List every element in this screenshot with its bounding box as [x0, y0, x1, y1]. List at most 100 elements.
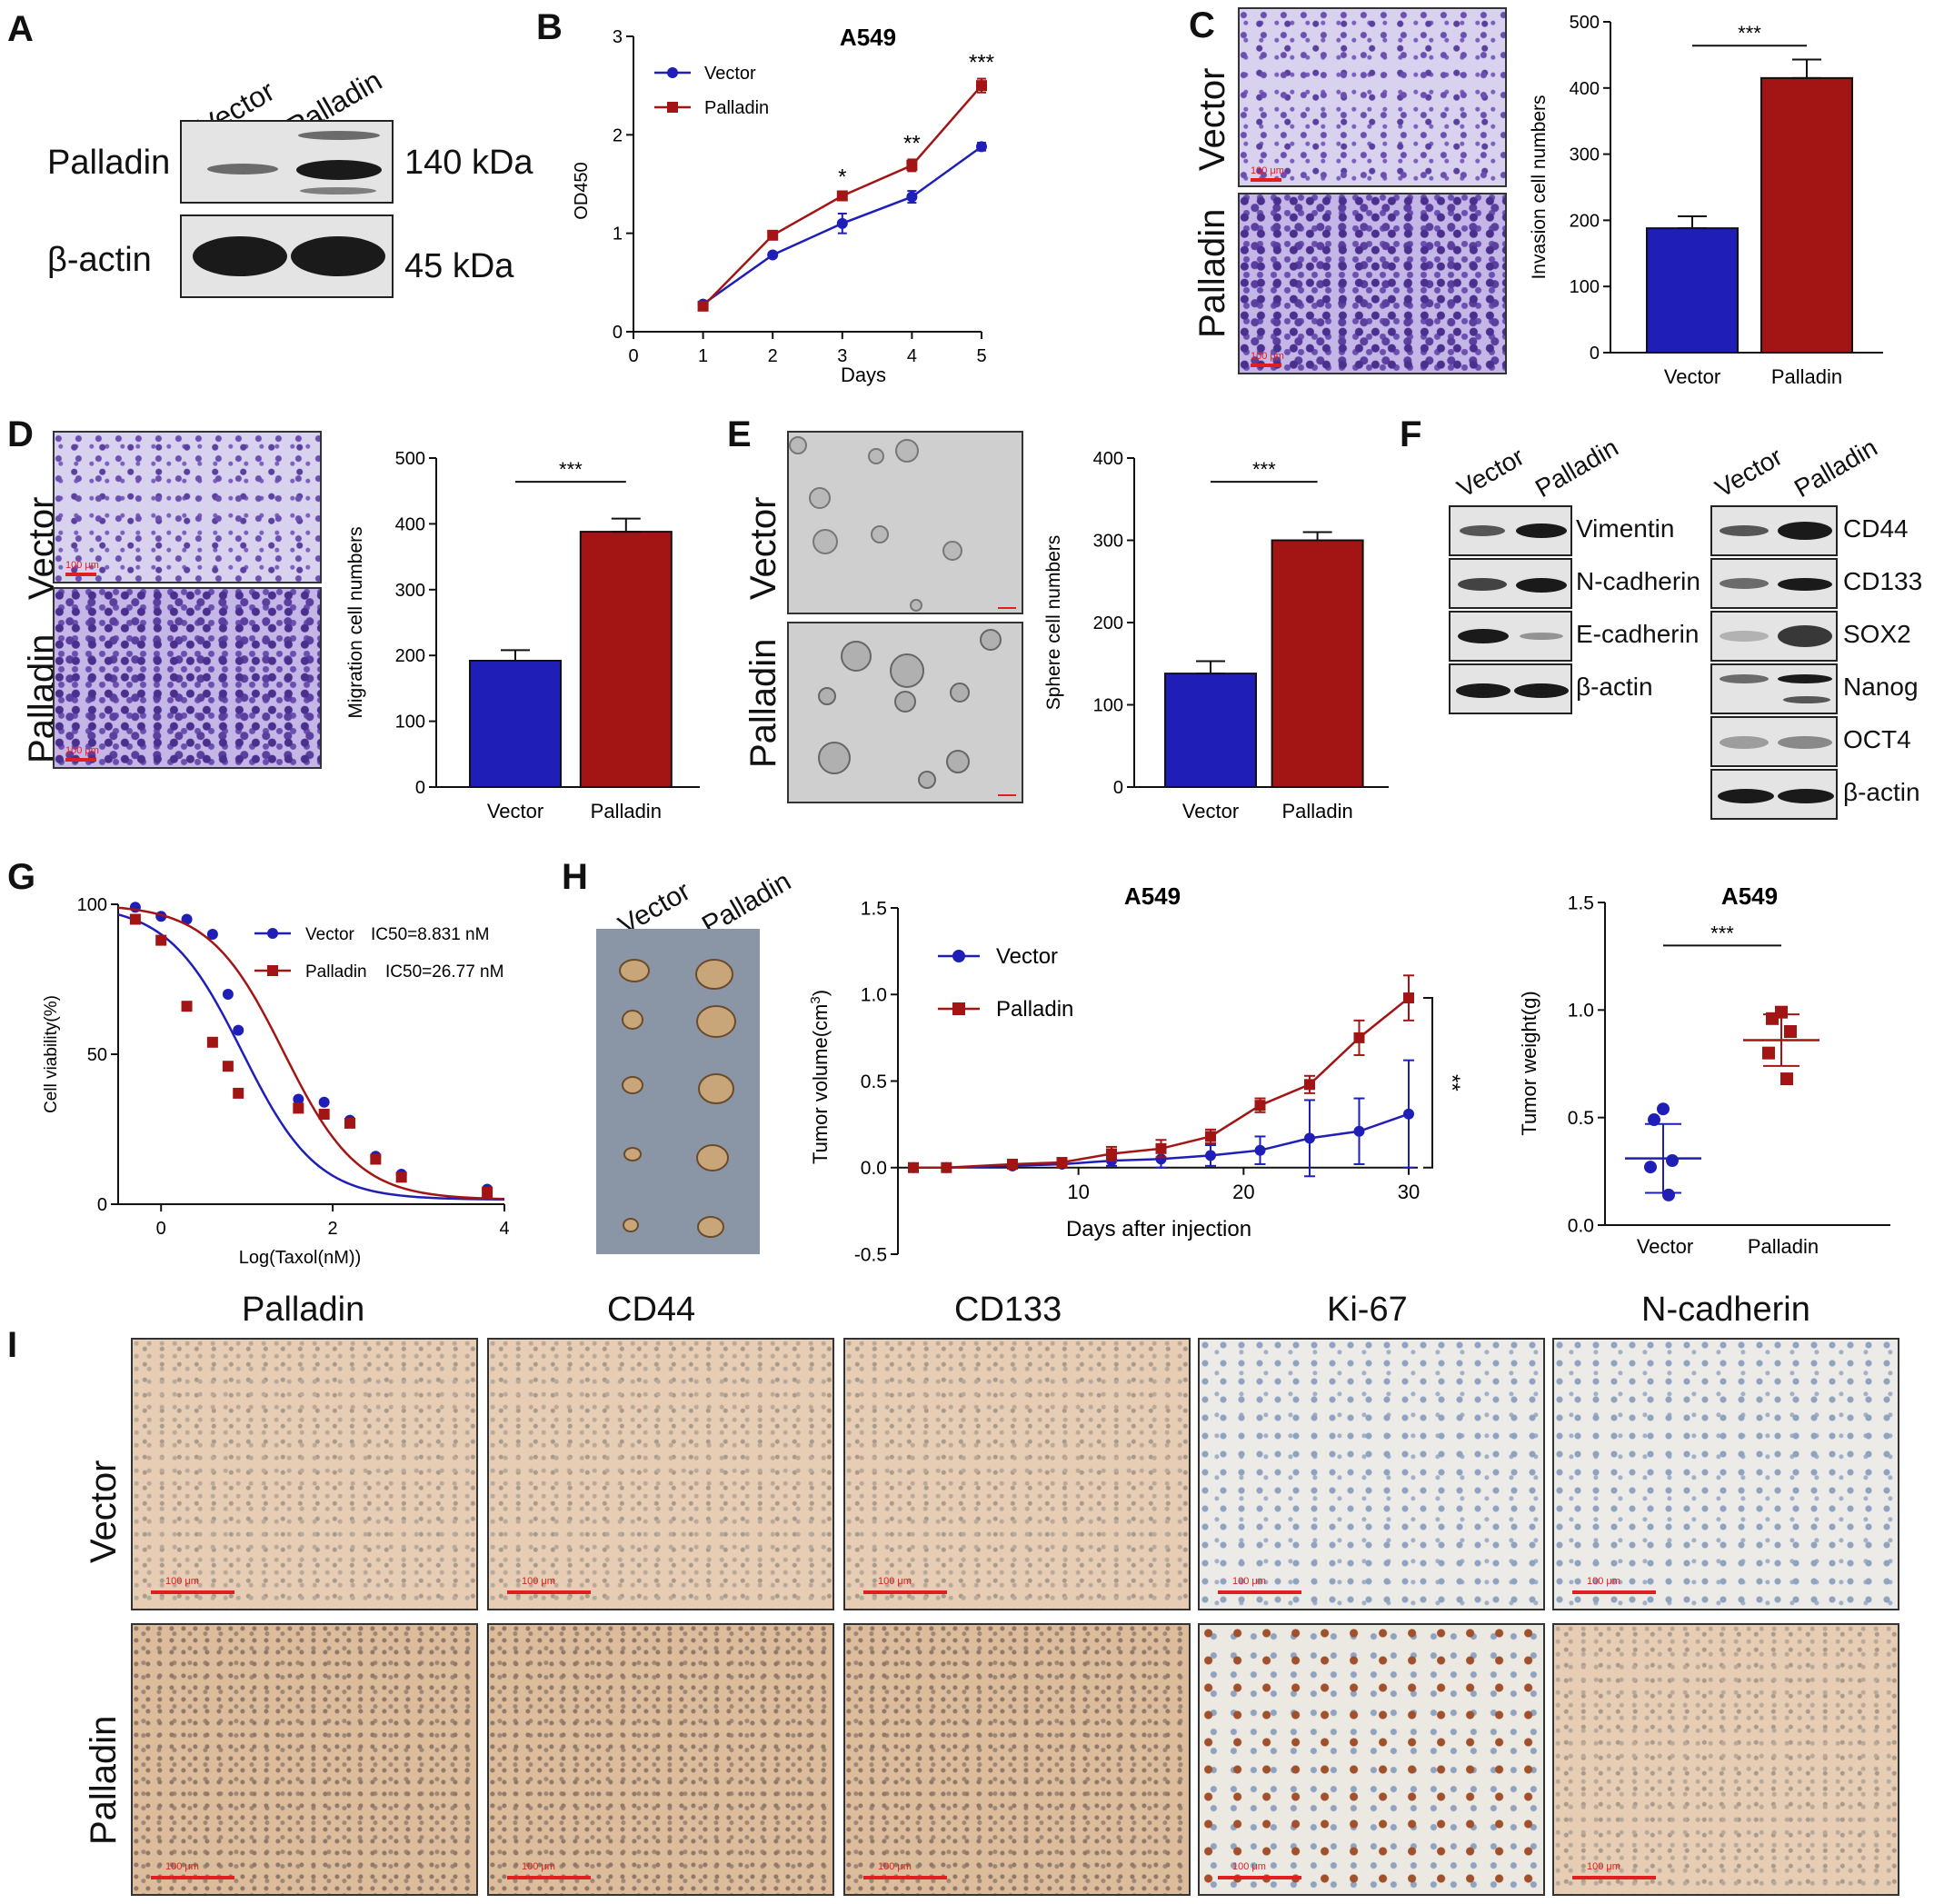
ihc-palladin-cd44: 100 μm: [487, 1623, 834, 1896]
legend-label-palladin: Palladin: [305, 962, 367, 982]
y-tick-label: 300: [395, 581, 425, 601]
x-tick-label: Palladin: [1771, 365, 1842, 388]
data-point-palladin: [1403, 992, 1414, 1004]
data-point-vector: [1644, 1161, 1657, 1174]
panel-d-chart: 0 100 200 300 400 500 Migration cell numbers Ve…: [345, 449, 700, 822]
x-axis-label: Log(Taxol(nM)): [239, 1248, 361, 1268]
data-point-palladin: [129, 913, 141, 925]
data-point-palladin: [906, 159, 918, 171]
panel-f-left-col-vector: Vector: [1452, 442, 1530, 503]
y-tick-label: 1.0: [1568, 1001, 1594, 1022]
data-point-palladin: [836, 190, 848, 202]
data-point-vector: [836, 217, 848, 229]
panel-f-blot-actin-right: [1710, 769, 1838, 820]
data-point-vector: [1657, 1102, 1670, 1116]
significance-mark: **: [1440, 1074, 1464, 1092]
legend-marker: [267, 928, 278, 939]
ihc-vector-ncadherin: 100 μm: [1552, 1338, 1899, 1610]
scale-bar-label: 100 μm: [1587, 1576, 1620, 1587]
y-tick-label: 400: [1570, 79, 1600, 99]
panel-letter-g: G: [7, 857, 36, 897]
y-tick-label: 0.5: [861, 1072, 887, 1092]
data-point-palladin: [1784, 1025, 1797, 1038]
legend-label-vector: Vector: [996, 944, 1058, 969]
legend-marker: [267, 965, 278, 976]
data-point-vector: [318, 1096, 330, 1108]
panel-f-blot-ncadherin: [1449, 558, 1572, 609]
data-point-vector: [1648, 1113, 1660, 1127]
panel-f-label-cd44: CD44: [1843, 514, 1909, 543]
data-point-palladin: [697, 300, 709, 312]
data-point-palladin: [1056, 1157, 1068, 1169]
data-point-palladin: [1353, 1032, 1365, 1043]
y-tick-label: 0.5: [1568, 1108, 1594, 1129]
ihc-vector-cd44: 100 μm: [487, 1338, 834, 1610]
data-point-palladin: [941, 1161, 952, 1173]
y-axis-label: Tumor weight(g): [1518, 991, 1540, 1135]
data-point-vector: [1666, 1154, 1679, 1167]
y-axis-label: Invasion cell numbers: [1529, 95, 1550, 279]
panel-letter-d: D: [7, 414, 34, 454]
bar-palladin: [579, 531, 673, 788]
x-tick-label: 0: [156, 1219, 166, 1239]
legend-marker: [667, 102, 678, 113]
significance-mark: ***: [969, 51, 994, 75]
y-tick-label: 0: [1113, 778, 1123, 798]
data-point-vector: [1403, 1108, 1414, 1120]
ihc-palladin-cd133: 100 μm: [843, 1623, 1191, 1896]
y-tick-label: 0: [613, 323, 623, 343]
panel-f-label-nanog: Nanog: [1843, 673, 1919, 701]
y-tick-label: 100: [1570, 277, 1600, 297]
panel-letter-b: B: [536, 7, 563, 47]
panel-f-label-vimentin: Vimentin: [1576, 514, 1675, 543]
x-tick-label: 30: [1398, 1181, 1420, 1203]
significance-mark: **: [903, 131, 921, 155]
data-point-palladin: [395, 1171, 407, 1183]
x-tick-label: 20: [1232, 1181, 1254, 1203]
data-point-vector: [293, 1093, 304, 1105]
data-point-palladin: [1762, 1046, 1775, 1060]
data-point-vector: [976, 141, 987, 153]
data-point-vector: [222, 989, 234, 1000]
ihc-palladin-ncadherin: 100 μm: [1552, 1623, 1899, 1896]
scale-bar-label: 100 μm: [1587, 1861, 1620, 1872]
data-point-vector: [181, 913, 193, 925]
y-axis-label: Tumor volume(cm3): [808, 990, 832, 1164]
data-point-vector: [1254, 1144, 1266, 1156]
panel-f-label-cd133: CD133: [1843, 567, 1923, 595]
data-point-palladin: [222, 1061, 234, 1072]
y-tick-label: 500: [1570, 13, 1600, 33]
data-point-palladin: [318, 1109, 330, 1120]
data-point-vector: [1155, 1153, 1167, 1165]
chart-title: A549: [1721, 882, 1778, 910]
bar-vector: [1164, 673, 1257, 788]
panel-f-right-col-palladin: Palladin: [1789, 433, 1882, 503]
panel-d-image-palladin: 100 μm: [53, 587, 322, 769]
legend-marker: [667, 67, 678, 78]
panel-i-col-cd133: CD133: [954, 1291, 1062, 1329]
panel-letter-e: E: [727, 414, 752, 454]
data-point-palladin: [1007, 1158, 1018, 1170]
x-tick-label: 2: [328, 1219, 338, 1239]
significance-mark: *: [838, 164, 846, 189]
y-tick-label: 1.5: [1568, 892, 1594, 913]
x-tick-label: 10: [1067, 1181, 1089, 1203]
scale-bar-label: 100 μm: [878, 1576, 912, 1587]
data-point-vector: [906, 191, 918, 203]
x-tick-label: 1: [698, 346, 708, 366]
data-point-palladin: [908, 1161, 919, 1173]
panel-i-row-vector: Vector: [84, 1460, 124, 1563]
y-tick-label: 100: [1093, 696, 1123, 716]
x-tick-label: 0: [628, 346, 638, 366]
y-tick-label: 0.0: [1568, 1215, 1594, 1236]
panel-c-row-vector: Vector: [1192, 67, 1232, 171]
chart-title: A549: [840, 24, 896, 51]
scale-bar-label: 100 μm: [522, 1861, 555, 1872]
bar-palladin: [1271, 539, 1364, 788]
x-tick-label: Vector: [1664, 365, 1720, 388]
y-tick-label: 1.0: [861, 985, 887, 1006]
panel-i-col-cd44: CD44: [607, 1291, 696, 1329]
data-point-palladin: [155, 934, 167, 946]
x-tick-label: Vector: [1182, 800, 1239, 822]
data-point-palladin: [1780, 1072, 1793, 1086]
